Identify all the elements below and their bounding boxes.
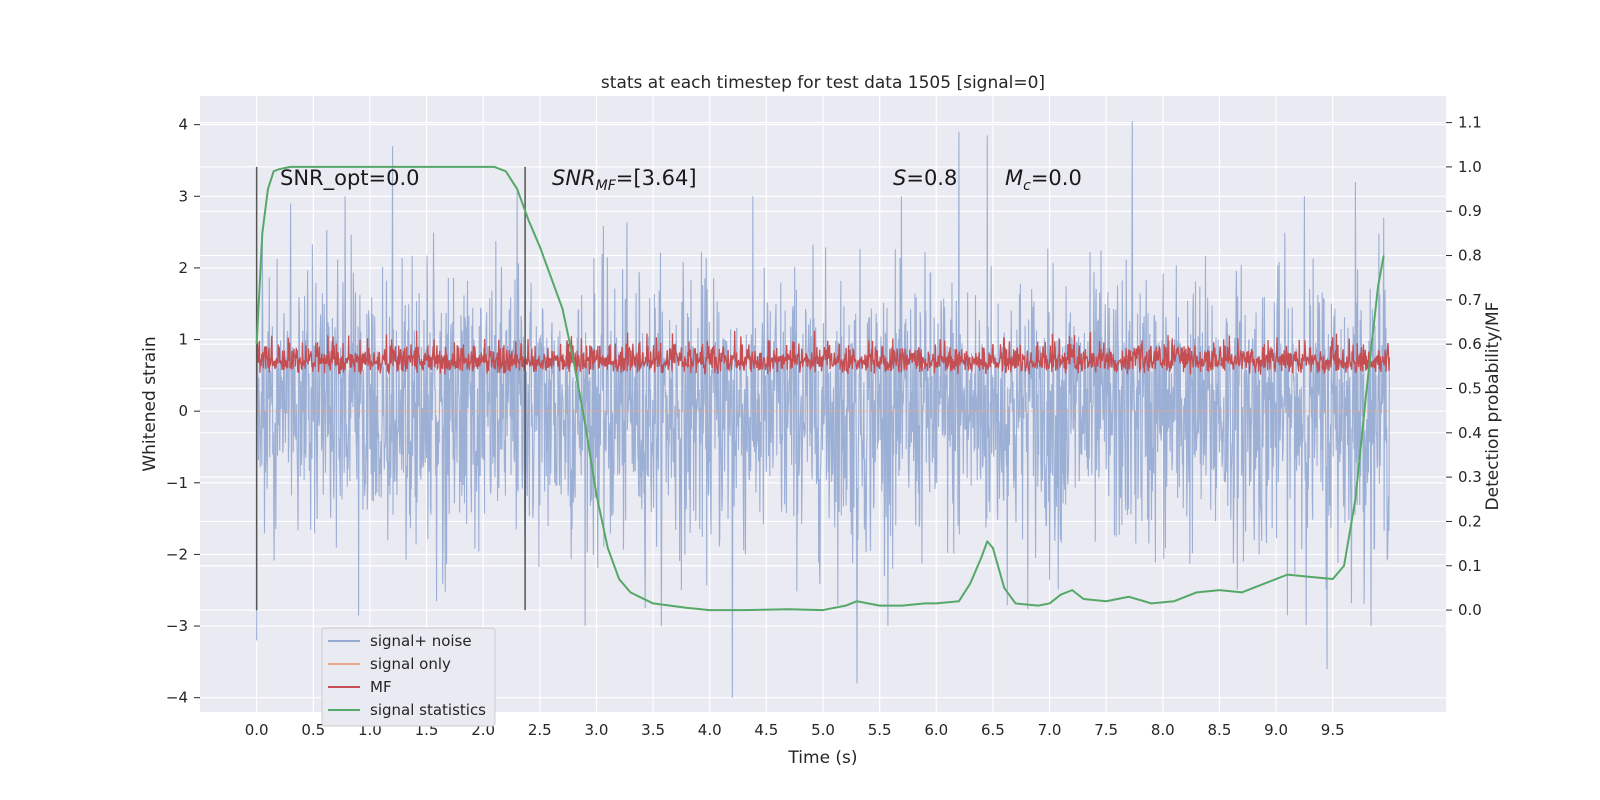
- y-right-tick-label: 0.5: [1458, 379, 1482, 397]
- y-right-tick-label: 0.0: [1458, 601, 1482, 619]
- y-right-tick-label: 0.7: [1458, 291, 1482, 309]
- legend: signal+ noise signal only MF signal statist…: [321, 627, 496, 727]
- x-tick-label: 8.5: [1208, 721, 1232, 739]
- y-right-tick-label: 0.6: [1458, 335, 1482, 353]
- y-right-tick-label: 1.0: [1458, 158, 1482, 176]
- signal-noise-series: [256, 121, 1390, 698]
- y-right-tick-label: 0.9: [1458, 202, 1482, 220]
- x-tick-label: 0.0: [245, 721, 269, 739]
- y-tick-label: 3: [178, 187, 188, 205]
- mf-series: [256, 330, 1391, 375]
- chart-title: stats at each timestep for test data 150…: [601, 73, 1045, 93]
- annotation-s: S=0.8: [893, 166, 957, 190]
- legend-label: MF: [370, 678, 392, 696]
- signal-statistics-line: [255, 165, 1385, 612]
- x-tick-label: 9.0: [1264, 721, 1288, 739]
- x-tick-label: 7.0: [1038, 721, 1062, 739]
- y-tick-label: −4: [166, 689, 188, 707]
- x-tick-label: 2.5: [528, 721, 552, 739]
- x-tick-label: 8.0: [1151, 721, 1175, 739]
- vertical-markers: [255, 166, 526, 611]
- x-tick-label: 4.0: [698, 721, 722, 739]
- legend-label: signal only: [370, 655, 451, 673]
- y-tick-label: 1: [178, 331, 188, 349]
- y-tick-label: 0: [178, 402, 188, 420]
- y-tick-label: −3: [166, 617, 188, 635]
- x-tick-label: 6.5: [981, 721, 1005, 739]
- x-tick-label: 4.5: [754, 721, 778, 739]
- annotation-snr-mf: SNRMF=[3.64]: [552, 166, 697, 194]
- y-tick-label: 2: [178, 259, 188, 277]
- mf-line: [256, 330, 1391, 375]
- x-tick-label: 6.0: [924, 721, 948, 739]
- y-tick-label: 4: [178, 116, 188, 134]
- x-axis-label: Time (s): [787, 748, 857, 768]
- annotations: SNR_opt=0.0 SNRMF=[3.64] S=0.8 Mc=0.0: [280, 166, 1082, 194]
- x-tick-label: 5.0: [811, 721, 835, 739]
- x-tick-label: 3.5: [641, 721, 665, 739]
- y-right-axis-label: Detection probability/MF: [1483, 302, 1503, 511]
- y-right-tick-label: 0.4: [1458, 424, 1482, 442]
- y-right-tick-label: 0.3: [1458, 468, 1482, 486]
- y-right-tick-label: 0.1: [1458, 557, 1482, 575]
- annotation-snr-opt: SNR_opt=0.0: [280, 166, 420, 191]
- legend-box: [321, 627, 496, 727]
- axis-ticks: 0.0 0.5 1.0 1.5 2.0 2.5 3.0 3.5 4.0 4.5 5.0 5.5 6.0 6…: [166, 114, 1482, 739]
- signal-statistics-series: [255, 165, 1385, 612]
- y-tick-label: −2: [166, 545, 188, 563]
- x-tick-label: 5.5: [868, 721, 892, 739]
- y-tick-label: −1: [166, 474, 188, 492]
- legend-label: signal statistics: [370, 701, 486, 719]
- y-right-tick-label: 1.1: [1458, 114, 1482, 132]
- x-tick-label: 9.5: [1321, 721, 1345, 739]
- x-tick-label: 0.5: [301, 721, 325, 739]
- x-tick-label: 3.0: [585, 721, 609, 739]
- legend-label: signal+ noise: [370, 632, 472, 650]
- y-right-tick-label: 0.8: [1458, 247, 1482, 265]
- signal-noise-line: [256, 121, 1390, 698]
- x-tick-label: 7.5: [1094, 721, 1118, 739]
- annotation-mc: Mc=0.0: [1005, 166, 1082, 194]
- y-right-tick-label: 0.2: [1458, 512, 1482, 530]
- y-axis-label: Whitened strain: [140, 336, 160, 471]
